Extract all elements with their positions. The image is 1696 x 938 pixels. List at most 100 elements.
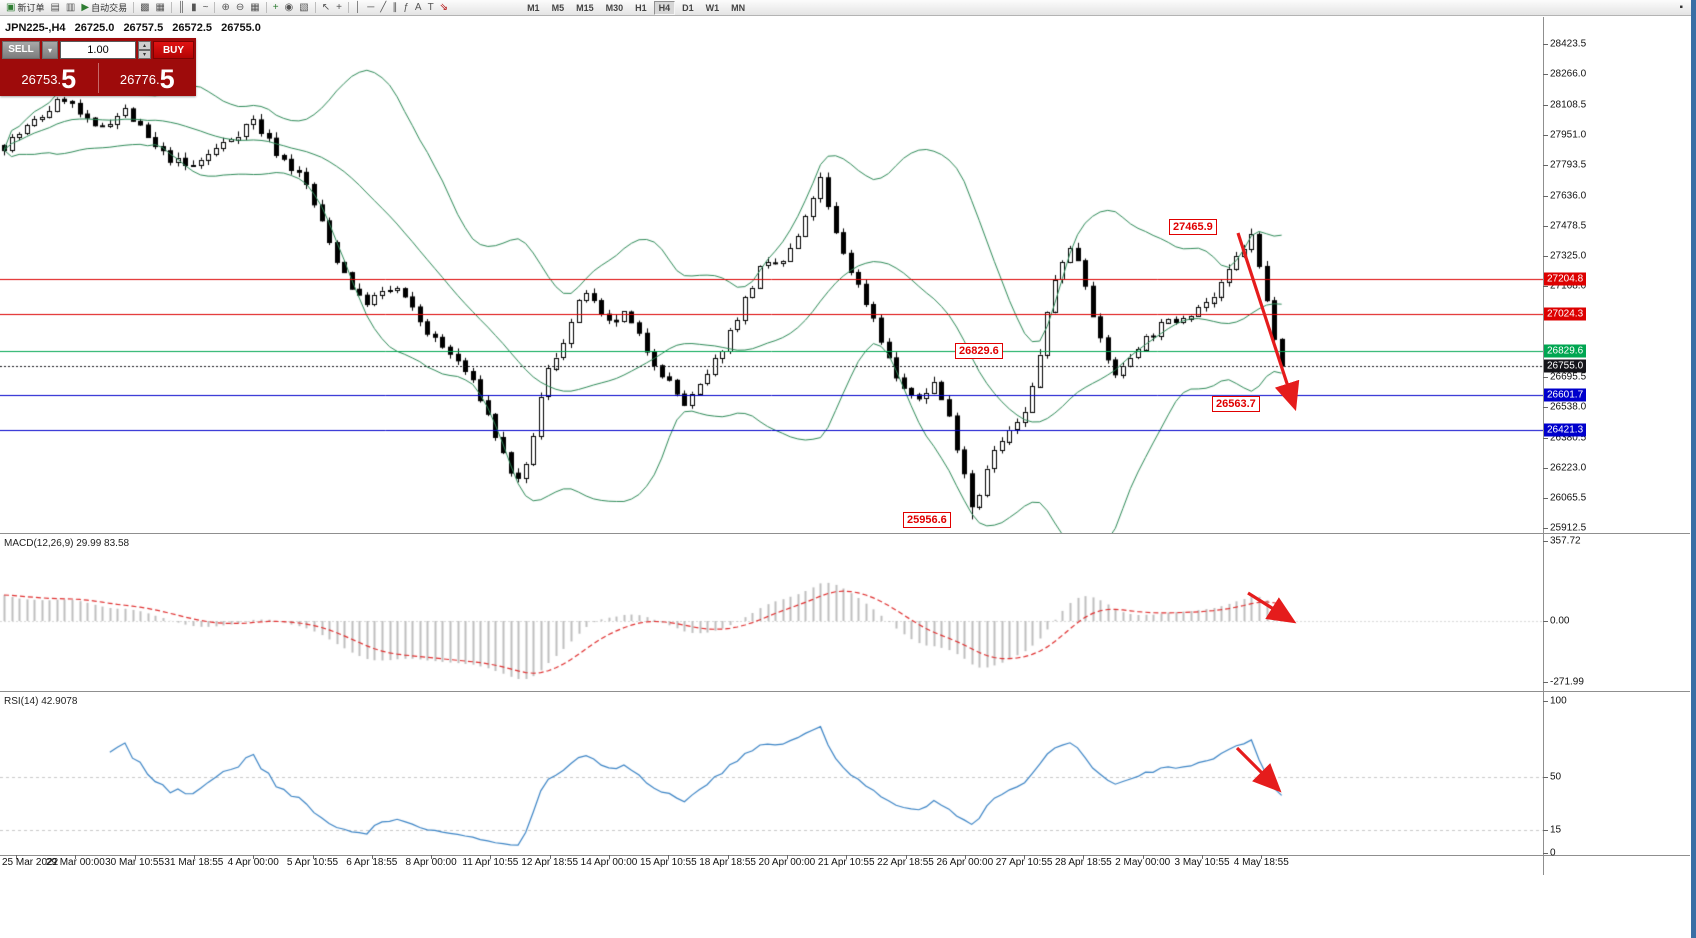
time-axis-label: 4 Apr 00:00 — [227, 857, 279, 868]
time-axis-tick-mark — [75, 855, 76, 859]
rsi-panel-divider[interactable] — [0, 691, 1690, 692]
time-axis-tick-mark — [846, 855, 847, 859]
tick-chart-button[interactable]: ▥ — [63, 1, 78, 15]
autotrading-icon: ▶ — [81, 1, 90, 13]
time-axis-tick-mark — [431, 855, 432, 859]
volume-down-button[interactable]: ▾ — [138, 50, 151, 59]
trendline-button[interactable]: ╱ — [377, 1, 389, 15]
templates-button[interactable]: ▧ — [296, 1, 311, 15]
time-axis-label: 28 Apr 18:55 — [1055, 857, 1112, 868]
macd-panel-canvas[interactable] — [0, 534, 1543, 691]
crosshair-button[interactable]: + — [333, 1, 345, 15]
toolbars-menu-button[interactable]: ▪ — [1676, 1, 1686, 15]
charts-button[interactable]: ▤ — [47, 1, 62, 15]
sell-price[interactable]: 26753. 5 — [21, 64, 77, 94]
close-value: 26755.0 — [221, 22, 261, 34]
toolbar-separator — [347, 2, 349, 13]
timeframe-h4[interactable]: H4 — [653, 0, 676, 15]
timeframe-m15[interactable]: M15 — [576, 2, 594, 13]
autotrading-button[interactable]: ▶ 自动交易 — [78, 1, 130, 15]
time-axis-label: 14 Apr 00:00 — [580, 857, 638, 868]
rsi-panel-canvas[interactable] — [0, 692, 1543, 855]
new-order-button[interactable]: ▣ 新订单 — [3, 1, 47, 15]
candlestick-chart-icon: ▮ — [191, 1, 197, 13]
macd-panel-divider[interactable] — [0, 533, 1690, 534]
vertical-line-button[interactable]: │ — [352, 1, 364, 15]
bars-chart-button[interactable]: ║ — [175, 1, 188, 15]
fibonacci-button[interactable]: ƒ — [400, 1, 412, 15]
timeframe-m30[interactable]: M30 — [605, 2, 624, 13]
periods-icon: ◉ — [284, 1, 294, 13]
tile-windows-button[interactable]: ▦ — [247, 1, 262, 15]
bars-chart-icon: ║ — [178, 1, 186, 13]
price-annotation-label[interactable]: 27465.9 — [1169, 219, 1217, 235]
level-axis-label: 27204.8 — [1544, 272, 1587, 286]
price-axis-tick-mark — [1543, 256, 1548, 257]
price-chart-canvas[interactable] — [0, 17, 1543, 533]
macd-axis-tick-mark — [1543, 541, 1548, 542]
last-price-axis-label: 26755.0 — [1544, 359, 1587, 373]
buy-price[interactable]: 26776. 5 — [119, 64, 175, 94]
timeframe-mn[interactable]: MN — [731, 2, 746, 13]
price-annotation-label[interactable]: 25956.6 — [903, 512, 951, 528]
price-axis-label: 28108.5 — [1550, 99, 1587, 111]
time-axis-tick-mark — [16, 855, 17, 859]
time-axis-tick-mark — [1202, 855, 1203, 859]
time-axis-label: 26 Apr 00:00 — [936, 857, 994, 868]
price-axis-tick-mark — [1543, 528, 1548, 529]
toolbars-menu-icon: ▪ — [1679, 1, 1683, 13]
time-axis-tick-mark — [135, 855, 136, 859]
cursor-button[interactable]: ↖ — [319, 1, 333, 15]
rsi-axis-label: 15 — [1550, 824, 1562, 836]
chart-ohlc-info: JPN225-,H4 26725.0 26757.5 26572.5 26755… — [5, 22, 267, 34]
vertical-line-icon: │ — [354, 1, 362, 13]
label-button[interactable]: T — [425, 1, 437, 15]
timeframe-h1[interactable]: H1 — [635, 2, 647, 13]
time-axis-tick-mark — [609, 855, 610, 859]
line-chart-icon: ~ — [202, 1, 209, 13]
timeframe-m5[interactable]: M5 — [551, 2, 565, 13]
time-axis-tick-mark — [253, 855, 254, 859]
order-type-dropdown[interactable]: ▾ — [42, 41, 58, 59]
tick-chart-icon: ▥ — [65, 1, 76, 13]
horizontal-line-button[interactable]: ─ — [364, 1, 377, 15]
price-axis-label: 26538.0 — [1550, 401, 1587, 413]
rsi-axis-label: 50 — [1550, 771, 1562, 783]
timeframe-d1[interactable]: D1 — [682, 2, 694, 13]
arrow-tool-icon: ⇘ — [439, 1, 449, 13]
price-axis-label: 25912.5 — [1550, 522, 1587, 534]
channel-icon: ∥ — [392, 1, 398, 13]
new-chart-button[interactable]: ▩ — [137, 1, 152, 15]
text-icon: A — [414, 1, 422, 13]
price-axis-tick-mark — [1543, 438, 1548, 439]
macd-axis-tick-mark — [1543, 621, 1548, 622]
new-order-icon: ▣ — [6, 1, 16, 13]
channel-button[interactable]: ∥ — [389, 1, 400, 15]
rsi-axis-tick-mark — [1543, 830, 1548, 831]
time-axis-tick-mark — [1024, 855, 1025, 859]
timeframe-w1[interactable]: W1 — [705, 2, 720, 13]
candlestick-chart-button[interactable]: ▮ — [188, 1, 200, 15]
price-axis-label: 27951.0 — [1550, 129, 1587, 141]
zoom-in-button[interactable]: ⊕ — [218, 1, 232, 15]
time-axis-label: 30 Mar 10:55 — [105, 857, 165, 868]
volume-input[interactable] — [60, 41, 136, 59]
buy-button[interactable]: BUY — [153, 41, 194, 59]
price-annotation-label[interactable]: 26829.6 — [955, 343, 1003, 359]
volume-up-button[interactable]: ▴ — [138, 41, 151, 50]
sell-button[interactable]: SELL — [2, 41, 40, 59]
symbol-period-label: JPN225-,H4 — [5, 22, 66, 34]
time-axis-label: 25 Mar 2022 — [2, 857, 59, 868]
periods-button[interactable]: ◉ — [282, 1, 297, 15]
profiles-button[interactable]: ▦ — [153, 1, 168, 15]
toolbar-separator — [171, 2, 172, 13]
time-axis-label: 6 Apr 18:55 — [346, 857, 398, 868]
indicators-button[interactable]: + — [270, 1, 282, 15]
arrow-tool-button[interactable]: ⇘ — [437, 1, 451, 15]
text-button[interactable]: A — [412, 1, 425, 15]
timeframe-m1[interactable]: M1 — [527, 2, 540, 13]
zoom-out-button[interactable]: ⊖ — [233, 1, 247, 15]
line-chart-button[interactable]: ~ — [200, 1, 212, 15]
price-annotation-label[interactable]: 26563.7 — [1212, 396, 1260, 412]
templates-icon: ▧ — [299, 1, 309, 13]
